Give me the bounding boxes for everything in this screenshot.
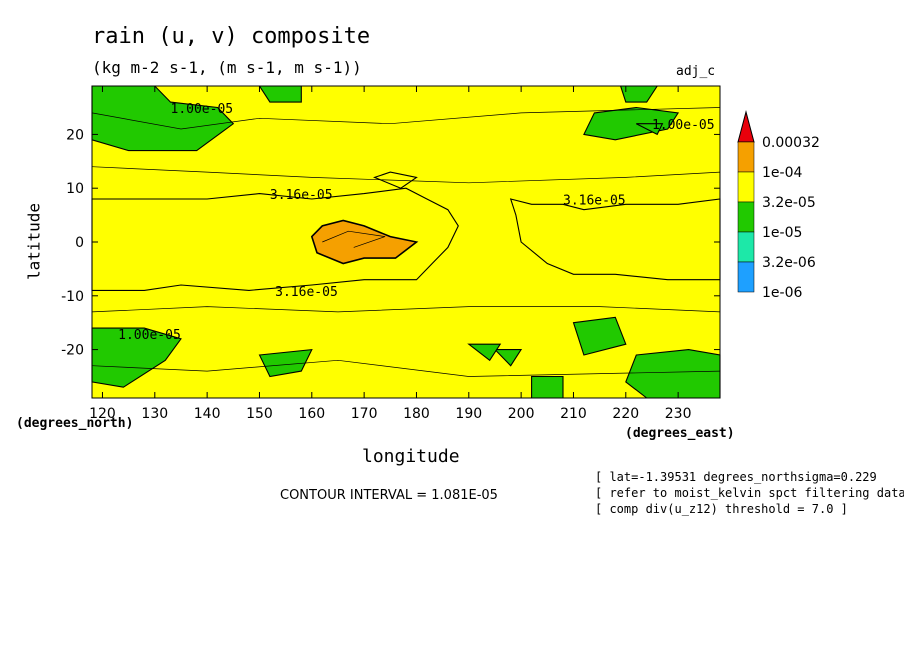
contour-region: [91, 85, 235, 152]
colorbar-label: 3.2e-05: [762, 195, 816, 211]
x-tick-label: 200: [508, 406, 535, 422]
x-tick-label: 180: [403, 406, 430, 422]
colorbar-segment: [737, 261, 755, 293]
colorbar-label: 3.2e-06: [762, 255, 816, 271]
colorbar-segment: [737, 171, 755, 203]
chart-title: rain (u, v) composite: [92, 24, 371, 49]
note-line: [ lat=-1.39531 degrees_northsigma=0.229: [595, 470, 877, 484]
x-tick-label: 220: [612, 406, 639, 422]
contour-region: [583, 106, 680, 141]
contour-region: [493, 349, 523, 367]
contour-label: 3.16e-05: [275, 285, 338, 300]
colorbar-label: 1e-04: [762, 165, 802, 181]
x-tick-label: 130: [141, 406, 168, 422]
y-axis-units: (degrees_north): [16, 416, 134, 431]
colorbar-segment: [737, 201, 755, 233]
note-line: [ refer to moist_kelvin spct filtering d…: [595, 486, 904, 500]
contour-interval: CONTOUR INTERVAL = 1.081E-05: [280, 488, 498, 503]
colorbar-arrow: [737, 110, 755, 143]
colorbar-label: 1e-05: [762, 225, 802, 241]
contour-line: [91, 166, 721, 184]
x-tick-label: 160: [298, 406, 325, 422]
x-tick-label: 150: [246, 406, 273, 422]
colorbar-segment: [737, 231, 755, 263]
y-tick-label: 0: [75, 235, 84, 251]
x-tick-label: 170: [351, 406, 378, 422]
y-axis-label: latitude: [24, 202, 44, 281]
contour-region: [467, 343, 502, 362]
y-axis: 20 10 0 -10 -20: [61, 127, 720, 359]
contour-region: [636, 123, 664, 136]
contour-line: [322, 230, 386, 248]
x-tick-label: 120: [89, 406, 116, 422]
contour-line: [91, 107, 721, 130]
plot-area: [91, 85, 721, 399]
x-axis-label: longitude: [362, 446, 460, 467]
x-axis: 120 130 140 150 160 170 180 190 200 210 220 230: [89, 86, 692, 422]
contour-label: 3.16e-05: [270, 188, 333, 203]
dataset-tag: adj_c: [676, 64, 716, 79]
contour-label: 1.00e-05: [118, 328, 181, 343]
note-line: [ comp div(u_z12) threshold = 7.0 ]: [595, 502, 848, 516]
y-tick-label: -10: [61, 289, 84, 305]
contour-region: [310, 219, 419, 265]
colorbar-label: 1e-06: [762, 285, 802, 301]
colorbar-label: 0.00032: [762, 135, 820, 151]
contour-line: [91, 306, 721, 313]
contour-region: [258, 348, 313, 378]
x-tick-label: 190: [455, 406, 482, 422]
x-axis-units: (degrees_east): [625, 426, 735, 441]
contour-region: [572, 316, 627, 356]
y-tick-label: 20: [66, 127, 84, 143]
x-tick-label: 140: [194, 406, 221, 422]
contour-region: [531, 375, 564, 399]
contour-label: 3.16e-05: [563, 193, 626, 208]
y-tick-label: 10: [66, 181, 84, 197]
contour-region: [91, 187, 459, 291]
contour-label: 1.00e-05: [652, 118, 715, 133]
colorbar-segment: [737, 141, 755, 173]
contour-label: 1.00e-05: [171, 102, 234, 117]
y-tick-label: -20: [61, 343, 84, 359]
x-tick-label: 230: [665, 406, 692, 422]
contour-lines: [91, 85, 721, 399]
x-tick-label: 210: [560, 406, 587, 422]
contour-labels: 1.00e-05 1.00e-05 3.16e-05 3.16e-05 3.16e-05…: [118, 102, 714, 343]
contour-region: [625, 349, 721, 399]
contour-line: [91, 359, 721, 377]
chart-subtitle: (kg m-2 s-1, (m s-1, m s-1)): [92, 58, 362, 77]
colorbar: 0.00032 1e-04 3.2e-05 1e-05 3.2e-06 1e-06: [737, 110, 820, 301]
